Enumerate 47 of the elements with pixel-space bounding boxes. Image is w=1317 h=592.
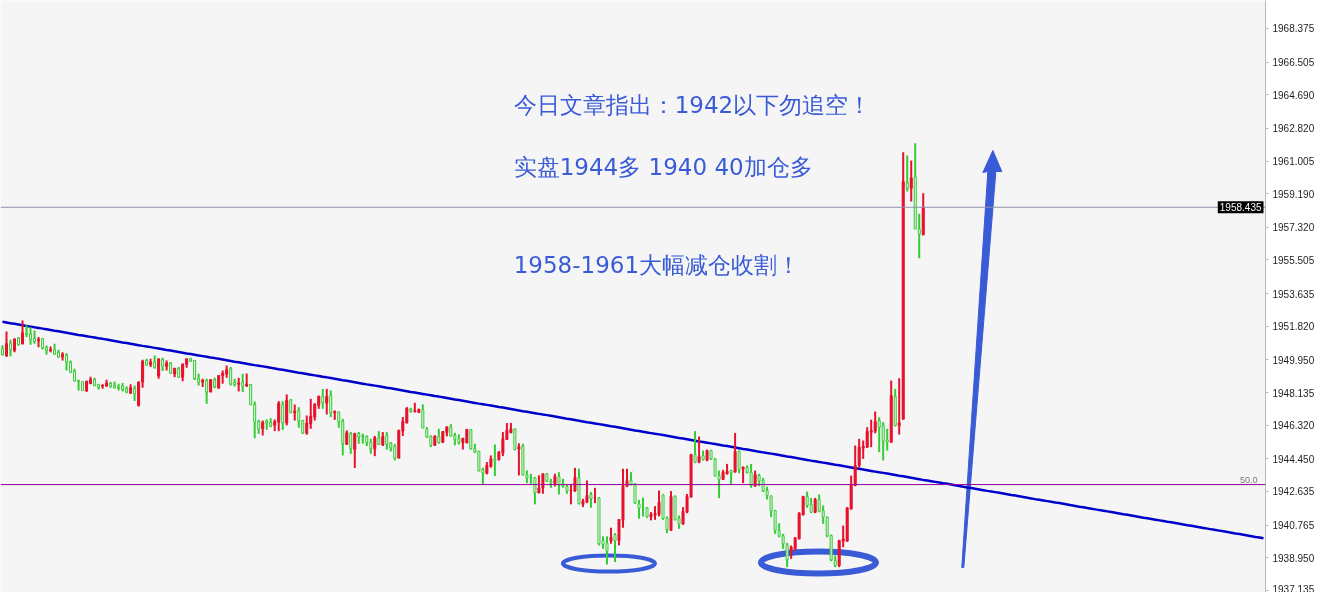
candlestick xyxy=(465,428,469,445)
candlestick xyxy=(693,430,697,465)
candlestick xyxy=(605,535,609,566)
candlestick xyxy=(329,389,333,419)
candlestick xyxy=(533,476,537,506)
y-tick-label: 1961.005 xyxy=(1272,156,1315,168)
y-tick-label: 1948.135 xyxy=(1272,387,1315,399)
candlestick xyxy=(493,443,497,478)
candlestick xyxy=(349,431,353,455)
candlestick xyxy=(321,387,325,410)
candlestick xyxy=(613,532,617,564)
y-tick-label: 1964.690 xyxy=(1272,89,1315,101)
y-tick-label: 1966.505 xyxy=(1272,57,1315,69)
annotation: 实盘1944多 1940 40加仓多 xyxy=(513,153,813,180)
y-tick-label: 1937.135 xyxy=(1272,583,1315,592)
annotation: 今日文章指出：1942以下勿追空！ xyxy=(513,91,872,118)
candlestick xyxy=(241,372,245,394)
y-tick-label: 1938.950 xyxy=(1272,552,1315,564)
y-tick-label: 1962.820 xyxy=(1272,123,1315,135)
y-tick-label: 1940.765 xyxy=(1272,520,1315,532)
candlestick xyxy=(205,377,209,405)
candlestick xyxy=(641,496,645,518)
y-tick-label: 1959.190 xyxy=(1272,188,1315,200)
candlestick xyxy=(9,338,13,358)
y-tick-label: 1957.320 xyxy=(1272,222,1315,234)
candlestick xyxy=(557,471,561,496)
line-series xyxy=(1,320,1265,540)
candlestick xyxy=(881,421,885,462)
candlestick xyxy=(25,324,29,339)
y-tick-label: 1968.375 xyxy=(1272,23,1315,35)
y-tick-label: 1946.320 xyxy=(1272,420,1315,432)
y-tick-label: 1953.635 xyxy=(1272,288,1315,300)
y-tick-label: 1951.820 xyxy=(1272,321,1315,333)
annotation: 1958-1961大幅减仓收割！ xyxy=(513,251,801,278)
candlestick xyxy=(749,462,753,489)
candlestick xyxy=(905,154,909,193)
candlestick xyxy=(885,427,889,452)
candlestick xyxy=(29,326,33,346)
y-tick-label: 1955.505 xyxy=(1272,254,1315,266)
candlestick xyxy=(17,336,21,347)
ref-line-label: 1958.435 xyxy=(1219,202,1262,214)
candlestick xyxy=(281,400,285,431)
y-tick-label: 1944.450 xyxy=(1272,453,1315,465)
candlestick xyxy=(193,359,197,381)
y-tick-label: 1949.950 xyxy=(1272,354,1315,366)
annotation: 50.0 xyxy=(1239,474,1258,485)
y-tick-label: 1942.635 xyxy=(1272,486,1315,498)
